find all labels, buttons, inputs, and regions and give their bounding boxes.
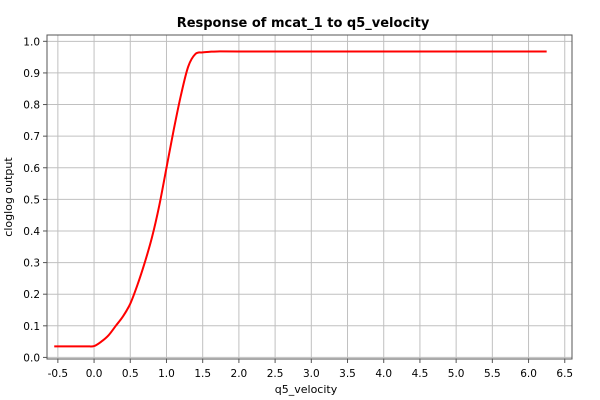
x-tick-label: 5.5 [484, 368, 501, 380]
chart-title: Response of mcat_1 to q5_velocity [177, 16, 430, 31]
y-tick-label: 0.2 [23, 289, 40, 301]
x-tick-label: 3.5 [339, 368, 356, 380]
x-tick-label: 6.5 [556, 368, 573, 380]
y-axis-label: cloglog output [2, 157, 15, 237]
y-tick-label: 0.3 [23, 258, 40, 270]
x-tick-label: 6.0 [520, 368, 537, 380]
grid [47, 35, 572, 359]
y-tick-label: 0.7 [23, 131, 40, 143]
x-tick-label: 3.0 [303, 368, 320, 380]
y-tick-label: 0.5 [23, 194, 40, 206]
y-tick-label: 0.8 [23, 100, 40, 112]
x-tick-label: 0.0 [86, 368, 103, 380]
x-tick-label: -0.5 [48, 368, 69, 380]
y-tick-label: 1.0 [23, 36, 40, 48]
y-tick-label: 0.1 [23, 321, 40, 333]
plot-frame [46, 34, 573, 360]
y-tick-label: 0.0 [23, 352, 40, 364]
y-tick-label: 0.6 [23, 163, 40, 175]
x-tick-label: 4.5 [412, 368, 429, 380]
x-tick-label: 2.0 [231, 368, 248, 380]
x-tick-label: 5.0 [448, 368, 465, 380]
x-tick-label: 1.5 [194, 368, 211, 380]
x-axis-ticks: -0.5 0.0 0.5 1.0 1.5 2.0 2.5 3.0 3.5 4.0 4.5 5.0 5.5… [48, 359, 573, 380]
response-curve [54, 50, 547, 348]
x-tick-label: 4.0 [375, 368, 392, 380]
y-axis-ticks: 0.0 0.1 0.2 0.3 0.4 0.5 0.6 0.7 0.8 0.9 1.0 [23, 36, 47, 364]
x-tick-label: 0.5 [122, 368, 139, 380]
y-tick-label: 0.9 [23, 68, 40, 80]
x-axis-label: q5_velocity [275, 383, 338, 396]
x-tick-label: 2.5 [267, 368, 284, 380]
y-tick-label: 0.4 [23, 226, 40, 238]
series-layer [54, 50, 547, 348]
x-tick-label: 1.0 [158, 368, 175, 380]
